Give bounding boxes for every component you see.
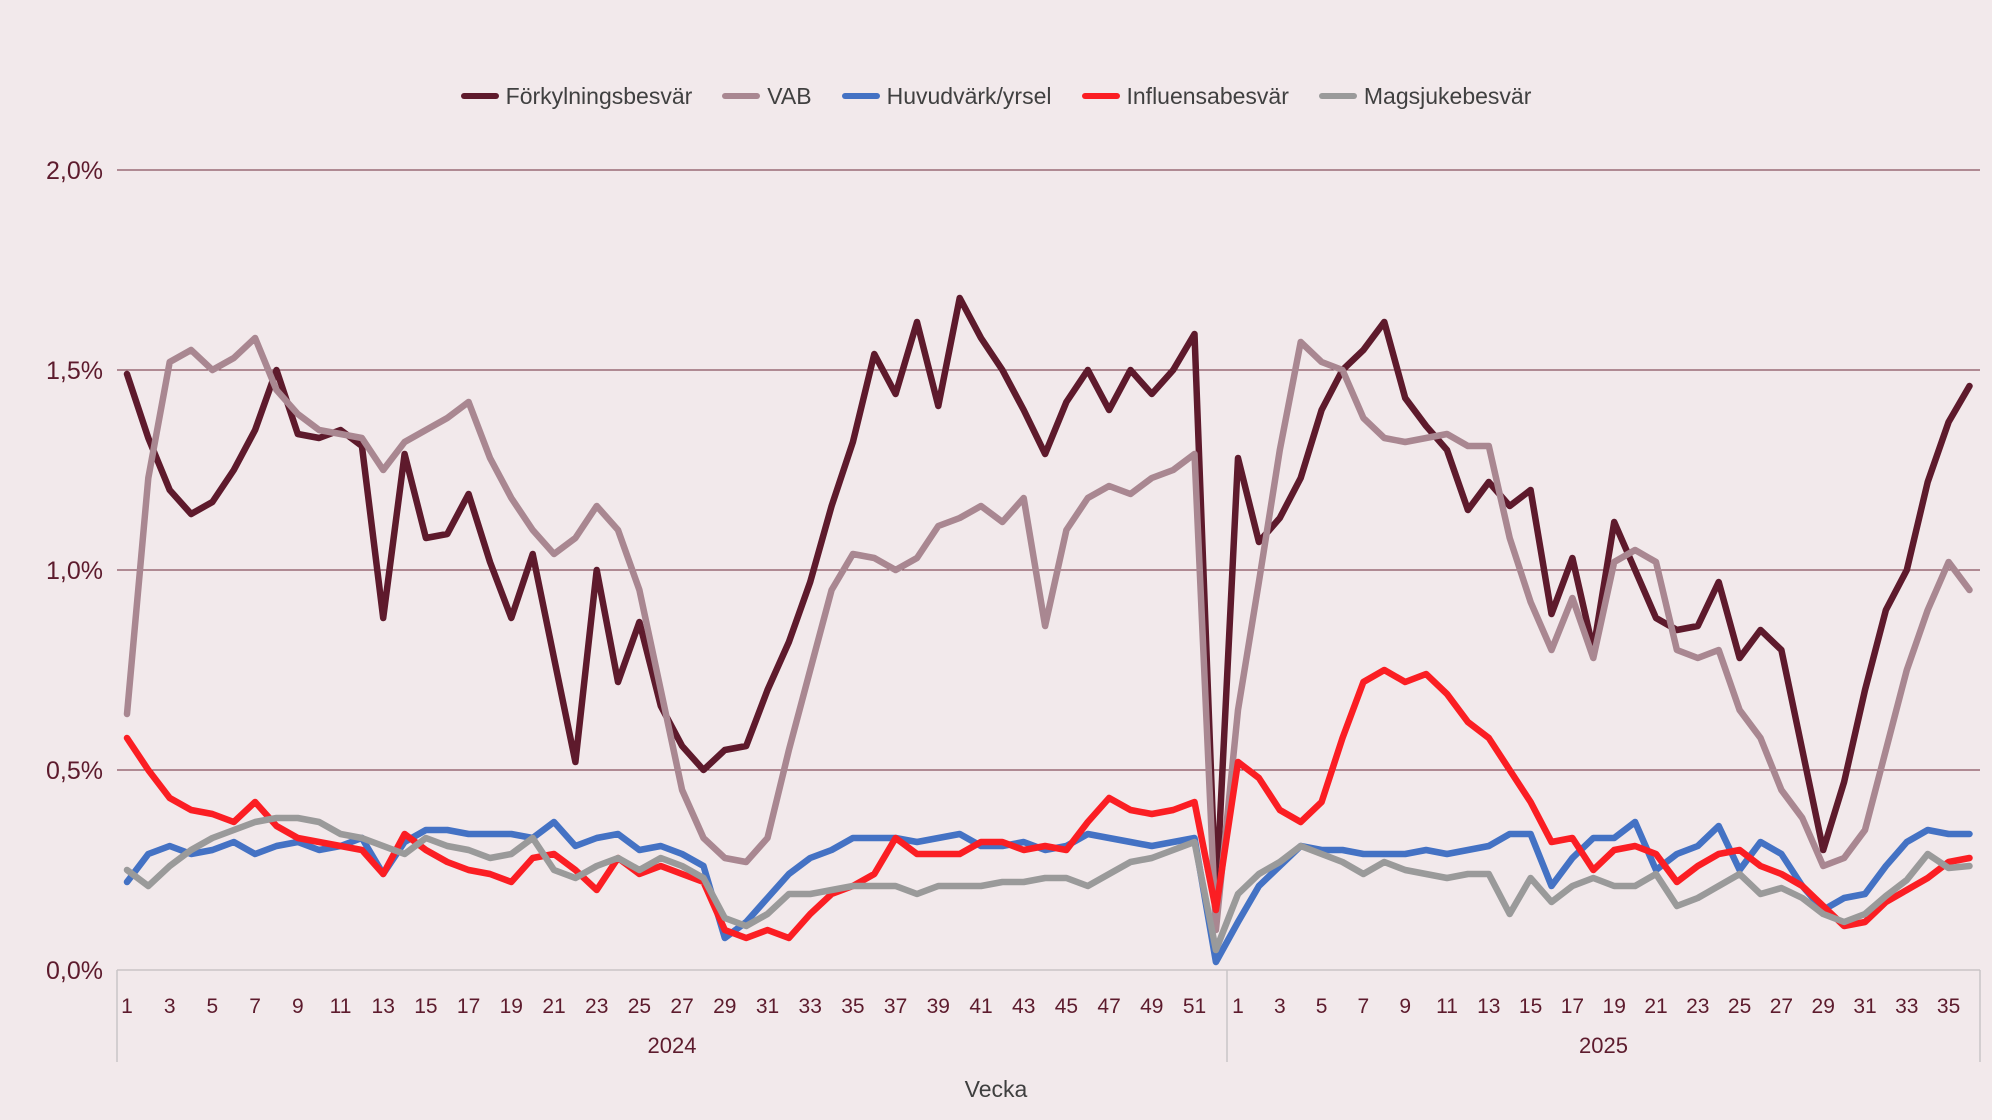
- x-axis-tick-label: 49: [1140, 995, 1163, 1018]
- y-axis-tick-label: 2,0%: [46, 157, 103, 185]
- x-axis-tick-label: 7: [1358, 995, 1370, 1018]
- legend-swatch-icon: [722, 93, 761, 99]
- x-axis-tick-label: 11: [1436, 995, 1458, 1018]
- x-axis-tick-label: 33: [1895, 995, 1918, 1018]
- legend-label: VAB: [767, 82, 812, 109]
- x-axis-tick-label: 11: [330, 995, 352, 1018]
- x-axis-tick-label: 17: [457, 995, 480, 1018]
- x-axis-tick-label: 43: [1012, 995, 1035, 1018]
- series-line-vab: [123, 334, 1973, 934]
- legend-item: Magsjukebesvär: [1318, 82, 1532, 109]
- x-axis-tick-label: 9: [292, 995, 304, 1018]
- x-axis-tick-label: 1: [1232, 995, 1244, 1018]
- x-axis-tick-label: 23: [585, 995, 608, 1018]
- x-axis-tick-label: 35: [1937, 995, 1960, 1018]
- x-axis-tick-label: 13: [1477, 995, 1500, 1018]
- x-axis-tick-label: 29: [713, 995, 736, 1018]
- x-axis-tick-label: 15: [1519, 995, 1542, 1018]
- x-axis-tick-label: 17: [1561, 995, 1584, 1018]
- x-axis-tick-label: 3: [164, 995, 176, 1018]
- x-axis-tick-label: 5: [207, 995, 219, 1018]
- x-axis-title: Vecka: [964, 1076, 1028, 1102]
- x-axis-tick-label: 37: [884, 995, 907, 1018]
- series-line-magsjukebesv-r: [123, 814, 1973, 954]
- legend-item: Influensabesvär: [1081, 82, 1289, 109]
- y-axis-tick-label: 0,5%: [46, 757, 103, 785]
- x-axis-tick-label: 19: [500, 995, 523, 1018]
- x-axis-tick-label: 31: [1853, 995, 1876, 1018]
- legend-swatch-icon: [1318, 93, 1357, 99]
- x-axis-tick-label: 9: [1399, 995, 1411, 1018]
- legend-swatch-icon: [841, 93, 880, 99]
- y-axis-tick-label: 0,0%: [46, 957, 103, 985]
- x-axis-tick-label: 3: [1274, 995, 1286, 1018]
- x-axis-tick-label: 7: [249, 995, 261, 1018]
- x-axis-tick-label: 27: [670, 995, 693, 1018]
- x-axis-tick-label: 45: [1055, 995, 1078, 1018]
- x-axis-tick-label: 51: [1183, 995, 1206, 1018]
- x-axis-tick-label: 1: [121, 995, 133, 1018]
- legend-label: Influensabesvär: [1126, 82, 1289, 109]
- x-axis-tick-label: 15: [414, 995, 437, 1018]
- legend-swatch-icon: [460, 93, 499, 99]
- x-axis-tick-label: 21: [1644, 995, 1667, 1018]
- legend-label: Magsjukebesvär: [1363, 82, 1532, 109]
- x-axis-year-label: 2025: [1579, 1033, 1628, 1058]
- legend-swatch-icon: [1081, 93, 1120, 99]
- legend-item: Huvudvärk/yrsel: [841, 82, 1052, 109]
- x-axis-tick-label: 33: [799, 995, 822, 1018]
- legend-label: Huvudvärk/yrsel: [886, 82, 1052, 109]
- x-axis-tick-label: 41: [969, 995, 992, 1018]
- series-line-f-rkylningsbesv-r: [123, 294, 1973, 906]
- x-axis-tick-label: 29: [1812, 995, 1835, 1018]
- x-axis-tick-label: 31: [756, 995, 779, 1018]
- y-axis-tick-label: 1,5%: [46, 357, 103, 385]
- x-axis-year-label: 2024: [648, 1033, 697, 1058]
- x-axis-tick-label: 5: [1316, 995, 1328, 1018]
- legend-label: Förkylningsbesvär: [505, 82, 693, 109]
- x-axis-tick-label: 23: [1686, 995, 1709, 1018]
- x-axis-tick-label: 21: [542, 995, 565, 1018]
- x-axis-tick-label: 47: [1097, 995, 1120, 1018]
- series-line-influensabesv-r: [123, 666, 1973, 942]
- legend-item: VAB: [722, 82, 812, 109]
- x-axis-tick-label: 27: [1770, 995, 1793, 1018]
- legend-item: Förkylningsbesvär: [460, 82, 693, 109]
- x-axis-tick-label: 19: [1603, 995, 1626, 1018]
- y-axis-tick-label: 1,0%: [46, 557, 103, 585]
- chart-legend: Förkylningsbesvär VAB Huvudvärk/yrsel Influ…: [0, 76, 1992, 116]
- x-axis-tick-label: 39: [927, 995, 950, 1018]
- x-axis-tick-label: 13: [372, 995, 395, 1018]
- x-axis-tick-label: 25: [628, 995, 651, 1018]
- x-axis-tick-label: 25: [1728, 995, 1751, 1018]
- x-axis-tick-label: 35: [841, 995, 864, 1018]
